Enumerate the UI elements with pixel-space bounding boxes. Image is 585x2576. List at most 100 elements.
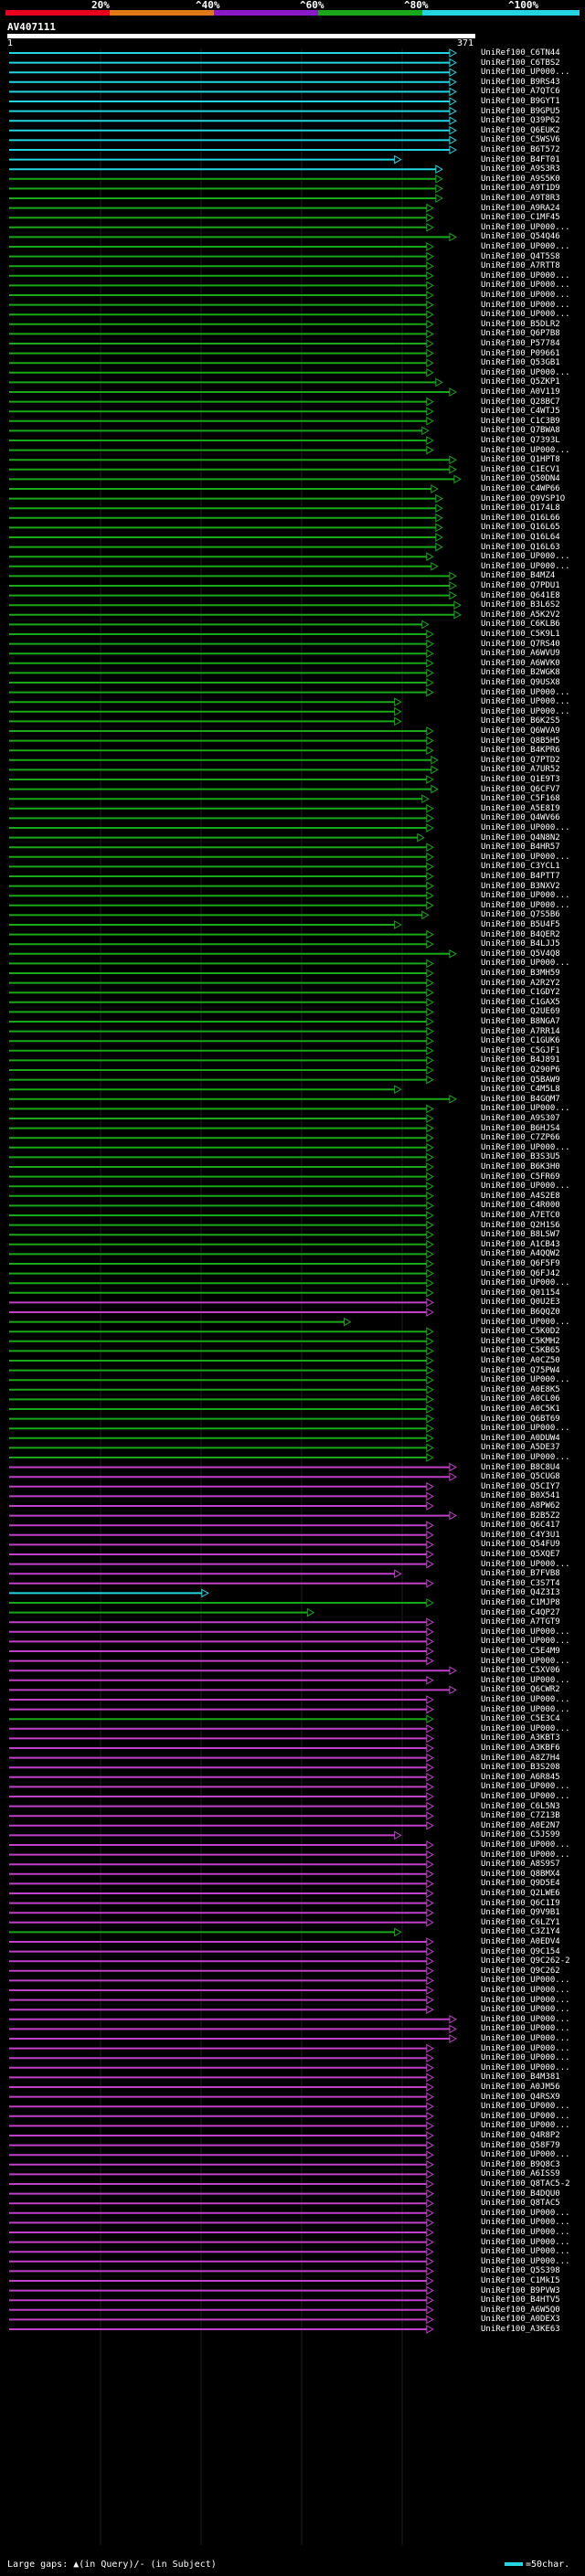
hit-link[interactable]: UniRef100_B6T572 <box>481 145 560 154</box>
hit-link[interactable]: UniRef100_UP000... <box>481 2121 570 2131</box>
hit-link[interactable]: UniRef100_Q7PDU1 <box>481 581 560 590</box>
hit-link[interactable]: UniRef100_UP000... <box>481 2053 570 2063</box>
hit-link[interactable]: UniRef100_P09661 <box>481 348 560 358</box>
hit-link[interactable]: UniRef100_A0JM56 <box>481 2083 560 2092</box>
hit-link[interactable]: UniRef100_A7RTT8 <box>481 261 560 271</box>
hit-link[interactable]: UniRef100_Q54Q46 <box>481 232 560 242</box>
hit-link[interactable]: UniRef100_Q16L66 <box>481 513 560 523</box>
hit-link[interactable]: UniRef100_B4J891 <box>481 1055 560 1065</box>
hit-link[interactable]: UniRef100_UP000... <box>481 1723 570 1733</box>
hit-link[interactable]: UniRef100_B9Q8C3 <box>481 2159 560 2169</box>
hit-link[interactable]: UniRef100_Q5XQE7 <box>481 1550 560 1559</box>
hit-link[interactable]: UniRef100_UP000... <box>481 687 570 697</box>
hit-link[interactable]: UniRef100_Q290P6 <box>481 1065 560 1075</box>
hit-link[interactable]: UniRef100_B8C8U4 <box>481 1462 560 1472</box>
hit-link[interactable]: UniRef100_A3KBF6 <box>481 1744 560 1753</box>
hit-link[interactable]: UniRef100_Q01154 <box>481 1288 560 1298</box>
hit-link[interactable]: UniRef100_B8NGA7 <box>481 1017 560 1026</box>
hit-link[interactable]: UniRef100_Q2UE69 <box>481 1007 560 1017</box>
hit-link[interactable]: UniRef100_Q6BT69 <box>481 1414 560 1424</box>
hit-link[interactable]: UniRef100_Q4N8N2 <box>481 832 560 843</box>
hit-link[interactable]: UniRef100_UP000... <box>481 2062 570 2072</box>
hit-link[interactable]: UniRef100_Q6P7B8 <box>481 329 560 339</box>
hit-link[interactable]: UniRef100_Q7393L <box>481 436 560 445</box>
hit-link[interactable]: UniRef100_C4QP27 <box>481 1607 560 1617</box>
hit-link[interactable]: UniRef100_A5K2V2 <box>481 610 560 620</box>
hit-link[interactable]: UniRef100_Q53GB1 <box>481 358 560 368</box>
hit-link[interactable]: UniRef100_B4KPR6 <box>481 746 560 756</box>
hit-link[interactable]: UniRef100_UP000... <box>481 445 570 455</box>
hit-link[interactable]: UniRef100_B7FVB8 <box>481 1569 560 1579</box>
hit-link[interactable]: UniRef100_Q9C262-2 <box>481 1956 570 1966</box>
hit-link[interactable]: UniRef100_A8Z7H4 <box>481 1753 560 1763</box>
hit-link[interactable]: UniRef100_C4M5L8 <box>481 1085 560 1095</box>
hit-link[interactable]: UniRef100_B4GQM7 <box>481 1094 560 1104</box>
hit-link[interactable]: UniRef100_C6TBS2 <box>481 58 560 68</box>
hit-link[interactable]: UniRef100_Q2H1S6 <box>481 1220 560 1230</box>
hit-link[interactable]: UniRef100_UP000... <box>481 291 570 300</box>
hit-link[interactable]: UniRef100_A0DUW4 <box>481 1433 560 1443</box>
hit-link[interactable]: UniRef100_UP000... <box>481 300 570 310</box>
hit-link[interactable]: UniRef100_Q8TAC5 <box>481 2199 560 2209</box>
hit-link[interactable]: UniRef100_UP000... <box>481 2150 570 2160</box>
hit-link[interactable]: UniRef100_UP000... <box>481 2102 570 2112</box>
hit-link[interactable]: UniRef100_B2B5Z2 <box>481 1511 560 1521</box>
hit-link[interactable]: UniRef100_UP000... <box>481 2256 570 2266</box>
hit-link[interactable]: UniRef100_B6HJS4 <box>481 1123 560 1133</box>
hit-link[interactable]: UniRef100_A3KE63 <box>481 2325 560 2334</box>
hit-link[interactable]: UniRef100_Q7RS40 <box>481 639 560 649</box>
hit-link[interactable]: UniRef100_A9S5K0 <box>481 174 560 184</box>
hit-link[interactable]: UniRef100_Q1HPT8 <box>481 455 560 465</box>
hit-link[interactable]: UniRef100_C4Y3U1 <box>481 1530 560 1540</box>
hit-link[interactable]: UniRef100_B5DLR2 <box>481 319 560 329</box>
hit-link[interactable]: UniRef100_B3MH59 <box>481 969 560 978</box>
hit-link[interactable]: UniRef100_C5K9L1 <box>481 630 560 639</box>
hit-link[interactable]: UniRef100_C1MF45 <box>481 213 560 223</box>
hit-link[interactable]: UniRef100_Q6CWR2 <box>481 1685 560 1695</box>
hit-link[interactable]: UniRef100_A0E2N7 <box>481 1820 560 1830</box>
hit-link[interactable]: UniRef100_B3NXV2 <box>481 881 560 891</box>
hit-link[interactable]: UniRef100_C5E4M9 <box>481 1647 560 1656</box>
hit-link[interactable]: UniRef100_Q16L64 <box>481 533 560 542</box>
hit-link[interactable]: UniRef100_B4MZ4 <box>481 571 556 581</box>
hit-link[interactable]: UniRef100_Q16L65 <box>481 523 560 533</box>
hit-link[interactable]: UniRef100_A0CL06 <box>481 1394 560 1405</box>
hit-link[interactable]: UniRef100_Q5V4Q8 <box>481 949 560 959</box>
hit-link[interactable]: UniRef100_Q6F5F9 <box>481 1259 560 1268</box>
hit-link[interactable]: UniRef100_A9S307 <box>481 1114 560 1123</box>
hit-link[interactable]: UniRef100_B0X541 <box>481 1491 560 1501</box>
hit-link[interactable]: UniRef100_C5GJF1 <box>481 1045 560 1055</box>
hit-link[interactable]: UniRef100_Q7PTD2 <box>481 755 560 765</box>
hit-link[interactable]: UniRef100_C5F168 <box>481 794 560 804</box>
hit-link[interactable]: UniRef100_UP000... <box>481 1104 570 1114</box>
hit-link[interactable]: UniRef100_UP000... <box>481 2228 570 2237</box>
hit-link[interactable]: UniRef100_C5KMH2 <box>481 1336 560 1346</box>
hit-link[interactable]: UniRef100_Q6CFV7 <box>481 784 560 794</box>
hit-link[interactable]: UniRef100_C4WTJ5 <box>481 407 560 417</box>
hit-link[interactable]: UniRef100_UP000... <box>481 1792 570 1801</box>
hit-link[interactable]: UniRef100_Q6C1I9 <box>481 1898 560 1908</box>
hit-link[interactable]: UniRef100_Q4Z3I3 <box>481 1588 560 1598</box>
hit-link[interactable]: UniRef100_C1C3B9 <box>481 416 560 426</box>
hit-link[interactable]: UniRef100_Q50DN4 <box>481 474 560 484</box>
hit-link[interactable]: UniRef100_Q6WVA9 <box>481 726 560 736</box>
hit-link[interactable]: UniRef100_UP000... <box>481 2208 570 2218</box>
hit-link[interactable]: UniRef100_Q75PW4 <box>481 1365 560 1375</box>
hit-link[interactable]: UniRef100_Q9VSP1O <box>481 493 566 504</box>
hit-link[interactable]: UniRef100_B4DQU0 <box>481 2189 560 2199</box>
hit-link[interactable]: UniRef100_Q0U2E3 <box>481 1298 560 1308</box>
hit-link[interactable]: UniRef100_C1GDY2 <box>481 988 560 998</box>
hit-link[interactable]: UniRef100_UP000... <box>481 1375 570 1385</box>
hit-link[interactable]: UniRef100_Q5S398 <box>481 2266 560 2276</box>
hit-link[interactable]: UniRef100_B5U4F5 <box>481 920 560 929</box>
hit-link[interactable]: UniRef100_A8S9S7 <box>481 1860 560 1870</box>
hit-link[interactable]: UniRef100_Q4R8P2 <box>481 2131 560 2140</box>
hit-link[interactable]: UniRef100_C5WSV6 <box>481 135 560 145</box>
hit-link[interactable]: UniRef100_C6KLB6 <box>481 620 560 630</box>
hit-link[interactable]: UniRef100_UP000... <box>481 270 570 281</box>
hit-link[interactable]: UniRef100_UP000... <box>481 310 570 320</box>
hit-link[interactable]: UniRef100_A7QTC6 <box>481 87 560 97</box>
hit-link[interactable]: UniRef100_C1ECV1 <box>481 464 560 474</box>
hit-link[interactable]: UniRef100_Q6FJ42 <box>481 1268 560 1278</box>
hit-link[interactable]: UniRef100_B8LSW7 <box>481 1230 560 1240</box>
